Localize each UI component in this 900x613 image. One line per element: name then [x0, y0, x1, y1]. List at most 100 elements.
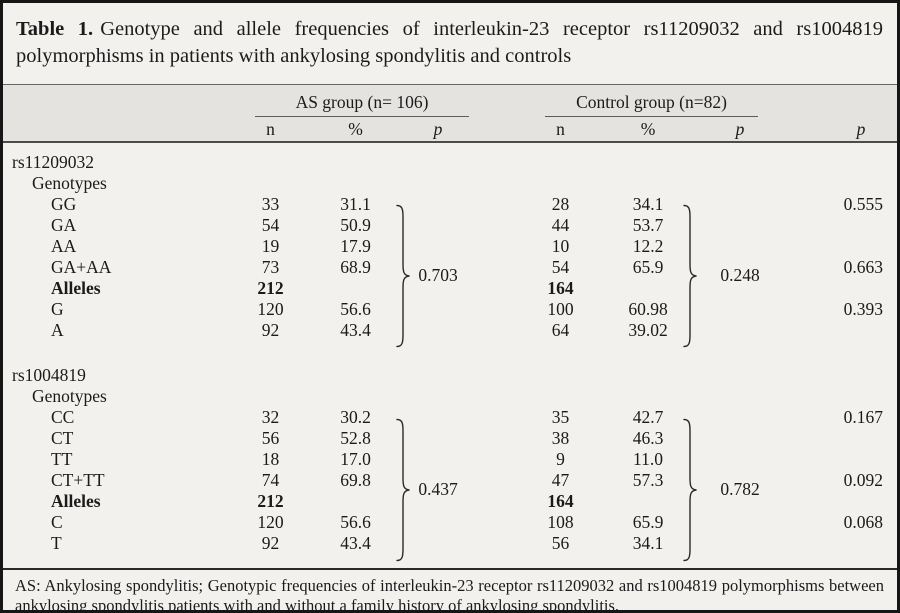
as-group-header: AS group (n= 106): [295, 92, 429, 112]
row-label: AA: [51, 236, 77, 256]
control-n-value: 164: [547, 491, 574, 511]
control-pct-value: 42.7: [632, 407, 664, 427]
right-brace-icon: [683, 418, 697, 562]
control-pct-value: 39.02: [628, 320, 668, 340]
as-pct-value: 50.9: [340, 215, 371, 235]
control-n-value: 47: [551, 470, 570, 490]
control-pct-value: 65.9: [632, 512, 664, 532]
row-label: Alleles: [51, 491, 101, 511]
overall-p-value: 0.167: [843, 407, 883, 427]
control-pct-value: 11.0: [633, 449, 663, 469]
table-title-text: Genotype and allele frequencies of inter…: [16, 18, 883, 67]
control-pct-value: 46.3: [632, 428, 664, 448]
genotypes-subheading: Genotypes: [32, 173, 107, 193]
control-n-value: 100: [547, 299, 574, 319]
as-group-p-value-rs1004819: 0.437: [418, 479, 458, 499]
table-caption: Table 1. Genotype and allele frequencies …: [3, 3, 897, 85]
table-row-tt: TT 18 17.0 9 11.0: [3, 449, 897, 470]
row-label: G: [51, 299, 64, 319]
genotypes-subheading: Genotypes: [32, 386, 107, 406]
as-pct-value: 17.9: [340, 236, 371, 256]
section-rs11209032: rs11209032 Genotypes GG 33 31.1 28 34.1 …: [3, 152, 897, 341]
column-header-band: AS group (n= 106) Control group (n=82) n…: [3, 85, 897, 143]
row-label: Alleles: [51, 278, 101, 298]
control-n-value: 164: [547, 278, 574, 298]
overall-p-value: 0.092: [843, 470, 883, 490]
table-row-alleles: Alleles 212 164: [3, 278, 897, 299]
as-pct-value: 43.4: [340, 533, 371, 553]
control-n-value: 44: [551, 215, 570, 235]
table-row-t: T 92 43.4 56 34.1: [3, 533, 897, 554]
as-pct-value: 52.8: [340, 428, 371, 448]
table-row-alleles: Alleles 212 164: [3, 491, 897, 512]
control-pct-value: 60.98: [628, 299, 668, 319]
table-row-c: C 120 56.6 108 65.9 0.068: [3, 512, 897, 533]
row-label: T: [51, 533, 62, 553]
as-group-p-value-rs11209032: 0.703: [418, 265, 458, 285]
table-row-g: G 120 56.6 100 60.98 0.393: [3, 299, 897, 320]
table-row-ct: CT 56 52.8 38 46.3: [3, 428, 897, 449]
as-n-value: 212: [257, 491, 284, 511]
control-n-value: 38: [551, 428, 570, 448]
as-pct-value: 56.6: [340, 299, 371, 319]
table-row-ga-aa: GA+AA 73 68.9 54 65.9 0.663: [3, 257, 897, 278]
as-pct-value: 56.6: [340, 512, 371, 532]
control-pct-value: 57.3: [632, 470, 664, 490]
table-body: rs11209032 Genotypes GG 33 31.1 28 34.1 …: [3, 152, 897, 570]
as-n-value: 92: [261, 533, 280, 553]
control-n-value: 10: [551, 236, 570, 256]
as-pct-value: 17.0: [340, 449, 371, 469]
control-n-value: 9: [556, 449, 565, 469]
overall-p-value: 0.555: [843, 194, 883, 214]
as-pct-value: 31.1: [340, 194, 371, 214]
as-n-value: 33: [261, 194, 280, 214]
overall-p-value: 0.068: [843, 512, 883, 532]
table-row-ct-tt: CT+TT 74 69.8 47 57.3 0.092: [3, 470, 897, 491]
overall-p-value: 0.393: [843, 299, 883, 319]
control-pct-value: 12.2: [632, 236, 664, 256]
as-n-value: 73: [261, 257, 280, 277]
right-brace-icon: [396, 204, 410, 348]
as-n-value: 74: [261, 470, 280, 490]
as-n-value: 18: [261, 449, 280, 469]
row-label: A: [51, 320, 64, 340]
control-col-n-header: n: [556, 119, 565, 139]
snp-label: rs1004819: [12, 365, 86, 385]
control-group-p-value-rs11209032: 0.248: [720, 265, 760, 285]
table-row-aa: AA 19 17.9 10 12.2: [3, 236, 897, 257]
control-group-underline: [545, 116, 758, 117]
as-group-underline: [255, 116, 469, 117]
table-footnote: AS: Ankylosing spondylitis; Genotypic fr…: [15, 576, 884, 613]
as-n-value: 32: [261, 407, 280, 427]
control-pct-value: 65.9: [632, 257, 664, 277]
right-brace-icon: [396, 418, 410, 562]
as-n-value: 92: [261, 320, 280, 340]
as-n-value: 56: [261, 428, 280, 448]
table-row-a: A 92 43.4 64 39.02: [3, 320, 897, 341]
table-row-cc: CC 32 30.2 35 42.7 0.167: [3, 407, 897, 428]
overall-p-value: 0.663: [843, 257, 883, 277]
as-n-value: 54: [261, 215, 280, 235]
control-pct-value: 34.1: [632, 533, 664, 553]
section-rs1004819: rs1004819 Genotypes CC 32 30.2 35 42.7 0…: [3, 365, 897, 554]
as-n-value: 19: [261, 236, 280, 256]
genotypes-subheading-row: Genotypes: [3, 386, 897, 407]
as-col-pct-header: %: [348, 119, 363, 139]
control-n-value: 108: [547, 512, 574, 532]
overall-p-header: p: [856, 119, 866, 139]
row-label: GA: [51, 215, 77, 235]
control-n-value: 54: [551, 257, 570, 277]
row-label: TT: [51, 449, 73, 469]
as-n-value: 120: [257, 512, 284, 532]
control-n-value: 28: [551, 194, 570, 214]
as-n-value: 120: [257, 299, 284, 319]
right-brace-icon: [683, 204, 697, 348]
control-col-p-header: p: [735, 119, 745, 139]
control-group-header: Control group (n=82): [576, 92, 727, 112]
row-label: C: [51, 512, 63, 532]
snp-label: rs11209032: [12, 152, 94, 172]
as-n-value: 212: [257, 278, 284, 298]
row-label: CC: [51, 407, 75, 427]
control-n-value: 56: [551, 533, 570, 553]
